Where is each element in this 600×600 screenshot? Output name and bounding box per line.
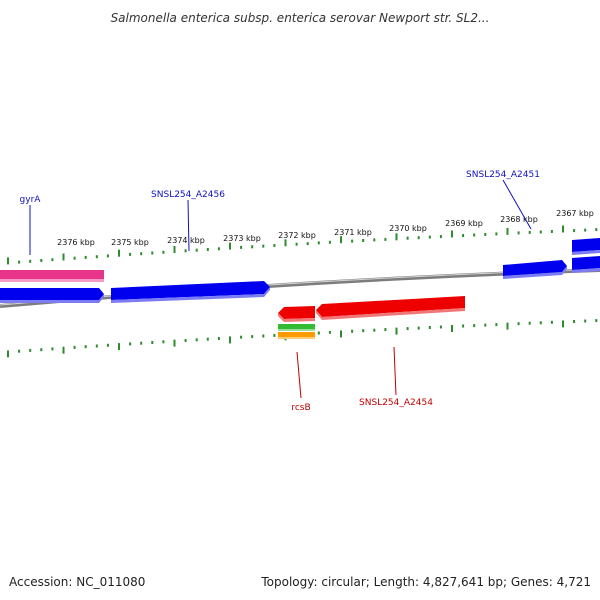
feature-orange-box[interactable] — [278, 332, 315, 339]
scale-label: 2374 kbp — [167, 236, 205, 245]
scale-label: 2373 kbp — [223, 234, 261, 243]
connector-snsl254-a2451 — [502, 179, 532, 230]
label-gyrA[interactable]: gyrA — [20, 195, 42, 205]
topology-summary: Topology: circular; Length: 4,827,641 bp… — [260, 575, 591, 589]
label-snsl254-a2454[interactable]: SNSL254_A2454 — [359, 398, 433, 408]
gene-arrow-rcsB[interactable] — [278, 306, 315, 322]
scale-label: 2370 kbp — [389, 224, 427, 233]
label-snsl254-a2451[interactable]: SNSL254_A2451 — [466, 170, 540, 180]
scale-label: 2369 kbp — [445, 219, 483, 228]
scale-label: 2375 kbp — [111, 238, 149, 247]
gene-arrow-snsl254-a2451-right[interactable] — [572, 256, 600, 273]
scale-label: 2376 kbp — [57, 238, 95, 247]
connector-snsl254-a2454 — [393, 346, 397, 396]
accession-label: Accession: NC_011080 — [9, 575, 145, 589]
gene-arrow-snsl254-a2454[interactable] — [316, 296, 465, 320]
feature-green-box[interactable] — [278, 324, 315, 331]
connector-rcsB — [296, 351, 302, 399]
scale-label: 2372 kbp — [278, 231, 316, 240]
gene-arrow-snsl254-a2456[interactable] — [111, 281, 270, 303]
reverse-strand-track — [278, 296, 465, 339]
gene-arrow-gyrA[interactable] — [0, 288, 104, 303]
map-title: Salmonella enterica subsp. enterica sero… — [111, 11, 490, 25]
label-snsl254-a2456[interactable]: SNSL254_A2456 — [151, 190, 225, 200]
outer-scale-ticks — [7, 225, 598, 265]
scale-labels: 2376 kbp 2375 kbp 2374 kbp 2373 kbp 2372… — [57, 209, 594, 247]
scale-label: 2371 kbp — [334, 228, 372, 237]
label-connectors — [29, 179, 532, 399]
scale-label: 2368 kbp — [500, 215, 538, 224]
gene-labels: gyrA SNSL254_A2456 SNSL254_A2451 rcsB SN… — [20, 170, 540, 413]
gene-gyrA-rna-feature[interactable] — [0, 270, 104, 282]
forward-strand-track — [0, 238, 600, 303]
gene-arrow-snsl254-a2451-left[interactable] — [503, 260, 567, 279]
scale-label: 2367 kbp — [556, 209, 594, 218]
gene-arrow-upper-right[interactable] — [572, 238, 600, 255]
label-rcsB[interactable]: rcsB — [291, 403, 310, 413]
connector-snsl254-a2456 — [187, 199, 190, 252]
